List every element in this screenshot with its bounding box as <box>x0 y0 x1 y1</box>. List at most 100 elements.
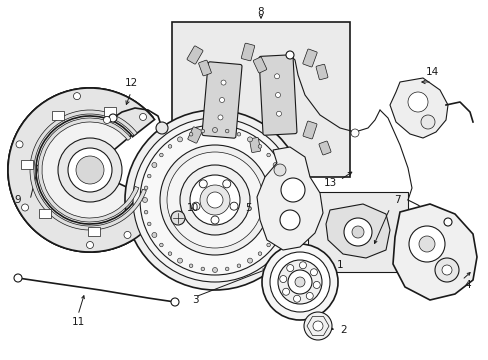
Circle shape <box>350 129 358 137</box>
Circle shape <box>258 145 261 148</box>
Circle shape <box>58 138 122 202</box>
Circle shape <box>223 180 230 188</box>
Circle shape <box>189 264 192 267</box>
Circle shape <box>266 243 270 247</box>
FancyBboxPatch shape <box>253 57 266 73</box>
Circle shape <box>282 186 285 190</box>
Circle shape <box>282 288 289 295</box>
Circle shape <box>189 132 192 136</box>
Circle shape <box>221 80 225 85</box>
Polygon shape <box>325 204 389 258</box>
Circle shape <box>140 125 289 275</box>
Circle shape <box>190 175 240 225</box>
Text: 2: 2 <box>340 325 346 335</box>
Circle shape <box>312 321 323 331</box>
Circle shape <box>420 115 434 129</box>
Circle shape <box>144 186 147 190</box>
Circle shape <box>192 202 200 210</box>
Circle shape <box>304 312 331 340</box>
Text: 14: 14 <box>425 67 438 77</box>
Polygon shape <box>389 78 447 138</box>
Circle shape <box>180 165 249 235</box>
Circle shape <box>159 243 163 247</box>
FancyBboxPatch shape <box>52 111 64 120</box>
Circle shape <box>276 111 281 116</box>
Circle shape <box>279 174 282 178</box>
Circle shape <box>262 244 337 320</box>
Circle shape <box>287 270 311 294</box>
Circle shape <box>21 204 28 211</box>
Circle shape <box>177 137 182 142</box>
Circle shape <box>441 265 451 275</box>
FancyBboxPatch shape <box>186 46 203 64</box>
Circle shape <box>273 164 285 176</box>
Text: 4: 4 <box>464 280 470 290</box>
Circle shape <box>407 92 427 112</box>
Circle shape <box>408 226 444 262</box>
Circle shape <box>206 192 223 208</box>
Circle shape <box>168 145 171 148</box>
Circle shape <box>280 210 299 230</box>
Text: 10: 10 <box>186 203 199 213</box>
Circle shape <box>229 202 238 210</box>
Circle shape <box>299 262 306 269</box>
Circle shape <box>86 242 93 248</box>
Text: 13: 13 <box>323 178 336 188</box>
Circle shape <box>147 222 151 226</box>
Circle shape <box>147 174 151 178</box>
Polygon shape <box>257 147 323 250</box>
Circle shape <box>310 269 317 276</box>
Circle shape <box>152 233 157 238</box>
FancyBboxPatch shape <box>88 227 100 236</box>
Bar <box>307 192 407 272</box>
FancyBboxPatch shape <box>21 159 33 168</box>
Circle shape <box>258 252 261 256</box>
FancyBboxPatch shape <box>302 49 317 67</box>
Circle shape <box>274 74 279 79</box>
Circle shape <box>269 252 329 312</box>
Circle shape <box>273 233 278 238</box>
FancyBboxPatch shape <box>249 138 260 153</box>
Circle shape <box>109 114 117 122</box>
Circle shape <box>212 267 217 273</box>
Circle shape <box>160 145 269 255</box>
Circle shape <box>273 162 278 167</box>
Circle shape <box>247 258 252 263</box>
Circle shape <box>156 122 168 134</box>
Circle shape <box>218 115 223 120</box>
Polygon shape <box>392 204 476 300</box>
Circle shape <box>103 117 110 123</box>
Wedge shape <box>8 88 164 252</box>
Circle shape <box>418 236 434 252</box>
Circle shape <box>286 265 293 271</box>
Circle shape <box>133 118 296 282</box>
Circle shape <box>237 132 240 136</box>
Circle shape <box>279 275 286 283</box>
Circle shape <box>443 218 451 226</box>
FancyBboxPatch shape <box>39 209 51 218</box>
Circle shape <box>16 141 23 148</box>
Text: 7: 7 <box>393 195 400 205</box>
Wedge shape <box>8 88 167 252</box>
Wedge shape <box>20 100 153 240</box>
Circle shape <box>225 267 228 271</box>
Circle shape <box>225 129 228 133</box>
Circle shape <box>144 210 147 214</box>
Circle shape <box>167 152 263 248</box>
Circle shape <box>285 51 293 59</box>
Circle shape <box>201 267 204 271</box>
Text: 9: 9 <box>15 195 21 205</box>
Circle shape <box>201 129 204 133</box>
Wedge shape <box>38 118 139 222</box>
Circle shape <box>305 292 313 300</box>
Circle shape <box>171 298 179 306</box>
Circle shape <box>279 222 282 226</box>
Circle shape <box>247 137 252 142</box>
Circle shape <box>14 274 22 282</box>
Circle shape <box>278 260 321 304</box>
FancyBboxPatch shape <box>104 107 116 116</box>
Circle shape <box>168 252 171 256</box>
Circle shape <box>142 198 147 202</box>
Wedge shape <box>30 110 146 230</box>
Circle shape <box>343 218 371 246</box>
